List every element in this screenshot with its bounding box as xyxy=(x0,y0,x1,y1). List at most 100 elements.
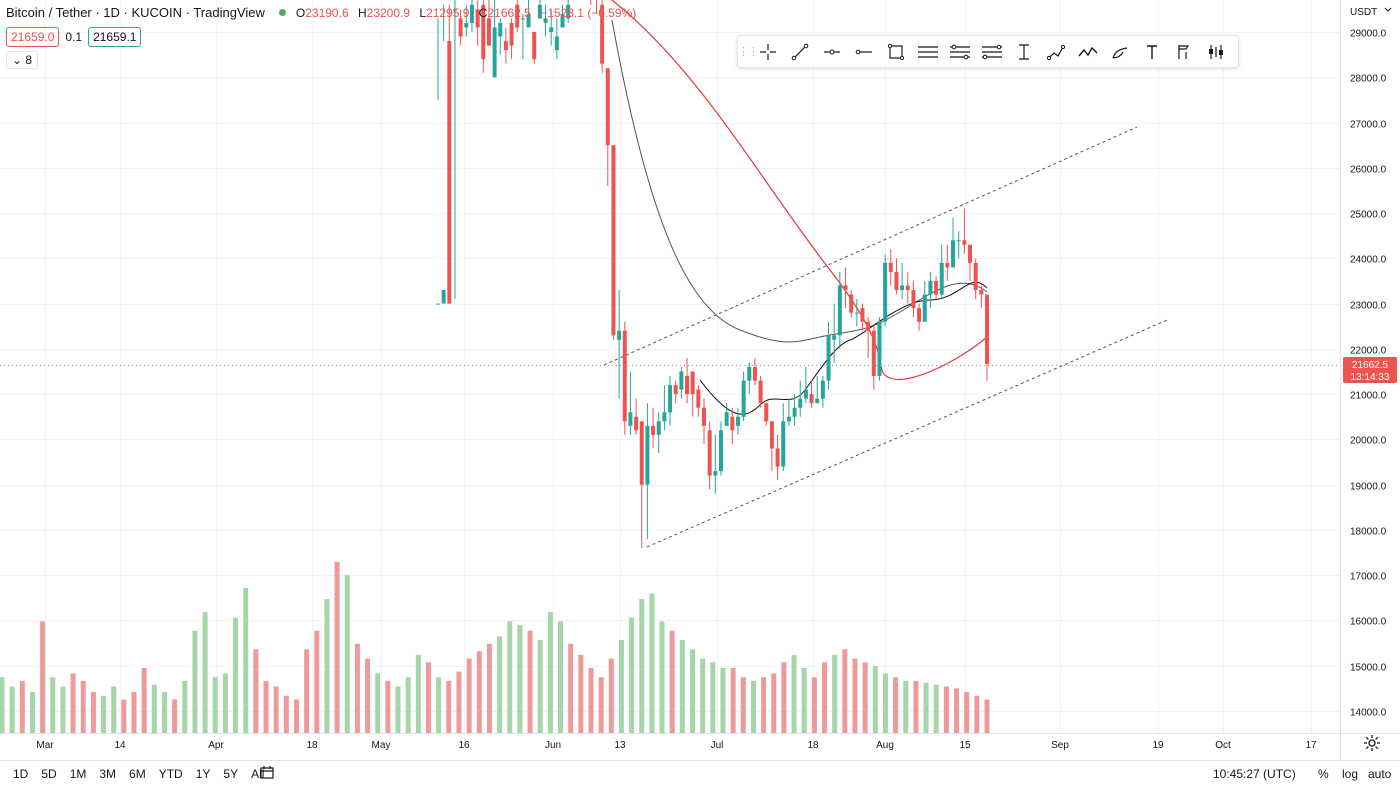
candle xyxy=(452,0,457,300)
timeframe-1y[interactable]: 1Y xyxy=(195,767,211,781)
currency-label[interactable]: USDT xyxy=(1350,7,1377,18)
candle xyxy=(843,267,848,309)
parallel-channel-icon[interactable] xyxy=(912,38,944,66)
volume-bar xyxy=(527,630,533,733)
volume-bar xyxy=(598,677,604,733)
candle xyxy=(673,380,678,404)
volume-bar xyxy=(202,612,208,733)
volume-bar xyxy=(344,574,350,733)
candle xyxy=(639,421,644,549)
timeframe-6m[interactable]: 6M xyxy=(129,767,146,781)
volume-bar xyxy=(954,688,960,733)
channel-lower-line[interactable] xyxy=(646,319,1168,548)
volume-bar xyxy=(222,673,228,733)
candle xyxy=(668,376,673,426)
indicators-toggle[interactable]: ⌄ 8 xyxy=(6,51,39,69)
time-axis[interactable]: Mar 14 Apr 18 May 16 Jun 13 Jul 18 Aug 15 Sep 19 Oct 17 xyxy=(36,740,1317,751)
gear-icon[interactable] xyxy=(1363,734,1381,752)
volume-bar xyxy=(608,658,614,733)
volume-bar xyxy=(588,667,594,733)
long-position-icon[interactable] xyxy=(1168,38,1200,66)
text-icon[interactable] xyxy=(1136,38,1168,66)
horizontal-ray-icon[interactable] xyxy=(816,38,848,66)
candle xyxy=(968,244,973,281)
timeframe-ytd[interactable]: YTD xyxy=(158,767,183,781)
volume-bar xyxy=(182,680,188,733)
volume-bar xyxy=(507,621,513,733)
volume-bar xyxy=(253,649,259,733)
rectangle-icon[interactable] xyxy=(880,38,912,66)
buy-button[interactable]: 21659.1 xyxy=(88,27,142,47)
volume-bar xyxy=(923,682,929,733)
channel-upper-line[interactable] xyxy=(603,126,1138,366)
bar-countdown: 13:14:33 xyxy=(1351,372,1390,383)
candle xyxy=(894,258,899,295)
utc-clock[interactable]: 10:45:27 (UTC) xyxy=(1213,767,1296,781)
volume-bar xyxy=(293,699,299,733)
brush-icon[interactable] xyxy=(1104,38,1136,66)
candle xyxy=(860,303,865,331)
crosshair-icon[interactable] xyxy=(752,38,784,66)
bar-pattern-icon[interactable] xyxy=(1200,38,1232,66)
symbol-title[interactable]: Bitcoin / Tether · 1D · KUCOIN · Trading… xyxy=(6,5,265,20)
log-scale-button[interactable]: log xyxy=(1342,767,1359,781)
candle xyxy=(696,385,701,417)
candle xyxy=(436,18,440,305)
volume-bar xyxy=(832,654,838,733)
candle xyxy=(917,303,922,331)
candle xyxy=(628,371,633,435)
candle xyxy=(781,403,786,472)
price-tick-label: 14000.0 xyxy=(1350,708,1387,719)
candle xyxy=(515,0,520,32)
candle xyxy=(662,385,667,431)
time-tick-label: 16 xyxy=(458,740,470,751)
percent-scale-button[interactable]: % xyxy=(1318,767,1329,781)
auto-scale-button[interactable]: auto xyxy=(1368,767,1392,781)
volume-bar xyxy=(121,699,127,733)
volume-bar xyxy=(690,649,696,733)
timeframe-1d[interactable]: 1D xyxy=(13,767,29,781)
time-tick-label: 18 xyxy=(807,740,819,751)
volume-bar xyxy=(720,667,726,733)
timeframe-3m[interactable]: 3M xyxy=(99,767,117,781)
price-axis[interactable]: 14000.0 15000.0 16000.0 17000.0 18000.0 19000… xyxy=(1350,29,1387,719)
path-icon[interactable] xyxy=(1040,38,1072,66)
candle xyxy=(679,366,684,399)
volume-bar xyxy=(771,673,777,733)
price-tick-label: 18000.0 xyxy=(1350,527,1387,538)
price-range-icon[interactable] xyxy=(1008,38,1040,66)
candle xyxy=(566,0,571,23)
candle xyxy=(469,0,474,32)
horizontal-line-icon[interactable] xyxy=(848,38,880,66)
regression-trend-icon[interactable] xyxy=(944,38,976,66)
candle xyxy=(481,0,486,73)
candle xyxy=(769,421,774,472)
volume-bar xyxy=(852,658,858,733)
fib-retracement-icon[interactable] xyxy=(976,38,1008,66)
volume-bar xyxy=(446,680,452,733)
volume-bar xyxy=(893,677,899,733)
timeframe-5d[interactable]: 5D xyxy=(41,767,57,781)
polyline-icon[interactable] xyxy=(1072,38,1104,66)
candle xyxy=(554,18,559,60)
date-range-icon[interactable] xyxy=(259,765,275,781)
trend-line-icon[interactable] xyxy=(784,38,816,66)
price-tick-label: 17000.0 xyxy=(1350,572,1387,583)
sell-button[interactable]: 21659.0 xyxy=(6,27,60,47)
candle xyxy=(877,317,882,381)
candle xyxy=(775,434,780,481)
volume-bar xyxy=(497,636,503,733)
candle xyxy=(752,357,757,386)
parallel-channel[interactable] xyxy=(603,126,1168,548)
spread-value: 0.1 xyxy=(65,30,83,44)
timeframe-5y[interactable]: 5Y xyxy=(223,767,239,781)
drag-handle-icon[interactable]: ⋮⋮ xyxy=(738,46,759,58)
candle xyxy=(532,32,537,64)
volume-bar xyxy=(80,680,86,733)
candle xyxy=(707,421,712,490)
timeframe-1m[interactable]: 1M xyxy=(69,767,87,781)
currency-chevron-icon[interactable] xyxy=(1384,7,1392,12)
volume-bar xyxy=(862,662,868,733)
volume-bar xyxy=(568,643,574,733)
